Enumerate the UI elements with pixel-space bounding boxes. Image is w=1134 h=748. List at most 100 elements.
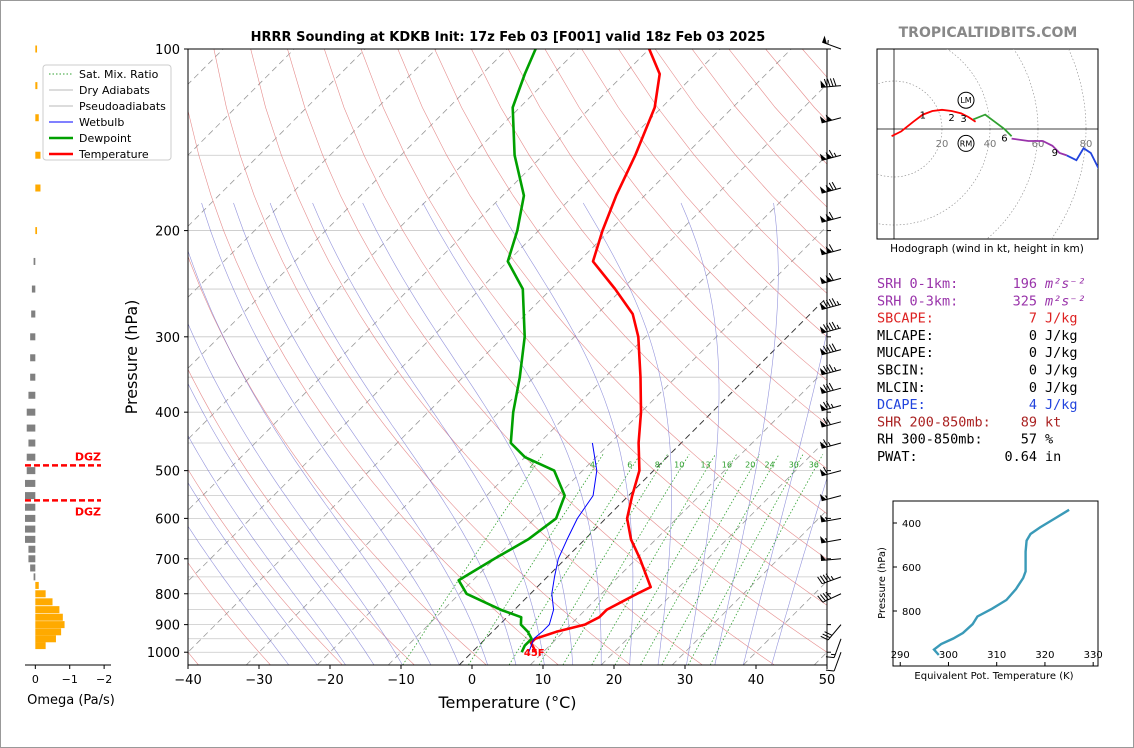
pseudoadiabat (188, 382, 375, 665)
barb-full (825, 656, 835, 659)
barb-full (831, 181, 837, 190)
wind-barb (817, 573, 842, 585)
barb-full (823, 384, 828, 393)
mixing-ratio-label: 36 (809, 461, 819, 470)
x-tick-label: 30 (677, 673, 694, 688)
stat-row: DCAPE: 4 J/kg (877, 397, 1078, 413)
barb-full (828, 298, 834, 307)
stat-label: DCAPE: (877, 397, 926, 413)
hodo-segment (1011, 137, 1068, 157)
dry-adiabat (471, 49, 827, 470)
barb-half (836, 324, 840, 329)
isotherm-line (188, 49, 579, 440)
barb-full (823, 300, 828, 309)
barb-full (828, 364, 834, 372)
pseudoadiabat (742, 330, 827, 665)
wind-barb (819, 181, 842, 194)
stat-value: 0 (1029, 380, 1037, 396)
stat-row: SRH 0-3km: 325 m²s⁻² (877, 293, 1086, 309)
stat-row: SBCAPE: 7 J/kg (877, 311, 1078, 327)
stat-row: MUCAPE: 0 J/kg (877, 345, 1078, 361)
mixing-ratio-line (640, 454, 761, 665)
stat-unit: m²s⁻² (1044, 293, 1086, 309)
barb-flag (819, 469, 827, 476)
pseudoadiabat (188, 322, 403, 665)
barb-flag (825, 184, 833, 192)
wind-barb (820, 535, 842, 544)
barb-staff (821, 442, 842, 449)
barb-half (836, 300, 840, 306)
pseudoadiabat (714, 202, 779, 665)
dry-adiabat (287, 49, 775, 665)
mixing-ratio-label: 13 (700, 461, 710, 470)
mixing-ratio-label: 20 (745, 461, 755, 470)
barb-staff (827, 624, 842, 641)
omega-bar (35, 114, 39, 122)
pseudoadiabat (312, 202, 545, 665)
y-tick-label: 200 (155, 225, 180, 240)
x-tick-label: 20 (606, 673, 623, 688)
pseudoadiabat (495, 202, 634, 665)
omega-bar (26, 467, 36, 475)
wind-barb (819, 400, 842, 412)
hodo-height-label: 1 (920, 111, 926, 122)
y-tick-label: 600 (155, 512, 180, 527)
hodograph-frame (876, 48, 1099, 240)
dry-adiabat (324, 49, 827, 653)
legend: Sat. Mix. Ratio Dry Adiabats Pseudoadiabat… (42, 64, 172, 161)
barb-full (820, 594, 826, 602)
barb-flag (819, 326, 827, 334)
omega-bar (35, 621, 65, 629)
x-tick-label: −10 (387, 673, 414, 688)
legend-label: Dewpoint (79, 132, 132, 145)
barb-flag (825, 246, 833, 254)
isotherm-line (188, 49, 366, 227)
x-tick-label: 10 (535, 673, 552, 688)
y-tick-label: 900 (155, 619, 180, 634)
barb-staff (822, 576, 842, 585)
barb-flag (819, 215, 827, 223)
stat-value: 0 (1029, 345, 1037, 361)
wind-barb (825, 652, 842, 672)
wind-barb (819, 417, 842, 428)
barb-full (828, 322, 834, 331)
stat-row: SRH 0-1km: 196 m²s⁻² (877, 276, 1086, 292)
hodo-marker-circle (957, 134, 975, 152)
barb-flag (819, 348, 827, 355)
mixing-ratio-line (508, 454, 641, 665)
series-wetbulb-line (528, 442, 598, 653)
wind-barbs (817, 35, 842, 672)
stat-value: 0 (1029, 328, 1037, 344)
barb-full (823, 466, 828, 475)
omega-bar (28, 391, 36, 399)
wind-barb (819, 244, 842, 256)
barb-full (831, 298, 837, 306)
omega-x-tick-label: −2 (96, 673, 112, 686)
barb-flag (820, 535, 827, 543)
theta-y-axis-label: Pressure (hPa) (877, 547, 888, 619)
mixing-ratio-line (538, 454, 668, 665)
dry-adiabat (581, 49, 827, 338)
wind-barb (817, 591, 842, 603)
theta-x-axis-label: Equivalent Pot. Temperature (K) (914, 671, 1073, 682)
theta-plot-area (932, 508, 1070, 656)
omega-bar (33, 257, 36, 265)
barb-full (823, 365, 828, 374)
barb-full (828, 382, 834, 391)
hodo-height-label: 2 (948, 113, 954, 124)
barb-full (825, 573, 832, 581)
barb-half (830, 403, 834, 408)
pseudoadiabat (680, 202, 720, 665)
omega-bar (30, 564, 36, 572)
stat-label: SBCAPE: (877, 311, 934, 327)
mixing-ratio-label: 10 (674, 461, 684, 470)
mixing-ratio-line (591, 454, 716, 665)
barb-staff (821, 369, 842, 376)
omega-bar (31, 285, 36, 293)
omega-bar (35, 590, 46, 598)
x-tick-label: −40 (174, 673, 201, 688)
barb-full (824, 631, 833, 636)
stat-value: 7 (1029, 311, 1037, 327)
barb-full (828, 149, 834, 158)
omega-bar (35, 635, 56, 643)
